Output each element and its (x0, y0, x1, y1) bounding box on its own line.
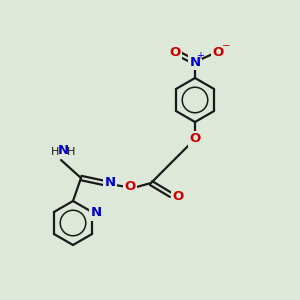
Text: H: H (51, 147, 59, 157)
Text: O: O (169, 46, 181, 59)
Text: O: O (124, 179, 136, 193)
Text: N: N (189, 56, 201, 68)
Text: N: N (104, 176, 116, 188)
Text: O: O (212, 46, 224, 59)
Text: H: H (67, 147, 75, 157)
Text: +: + (196, 51, 204, 61)
Text: O: O (172, 190, 184, 203)
Text: N: N (57, 145, 69, 158)
Text: O: O (189, 133, 201, 146)
Text: N: N (91, 206, 102, 220)
Text: −: − (222, 41, 230, 51)
